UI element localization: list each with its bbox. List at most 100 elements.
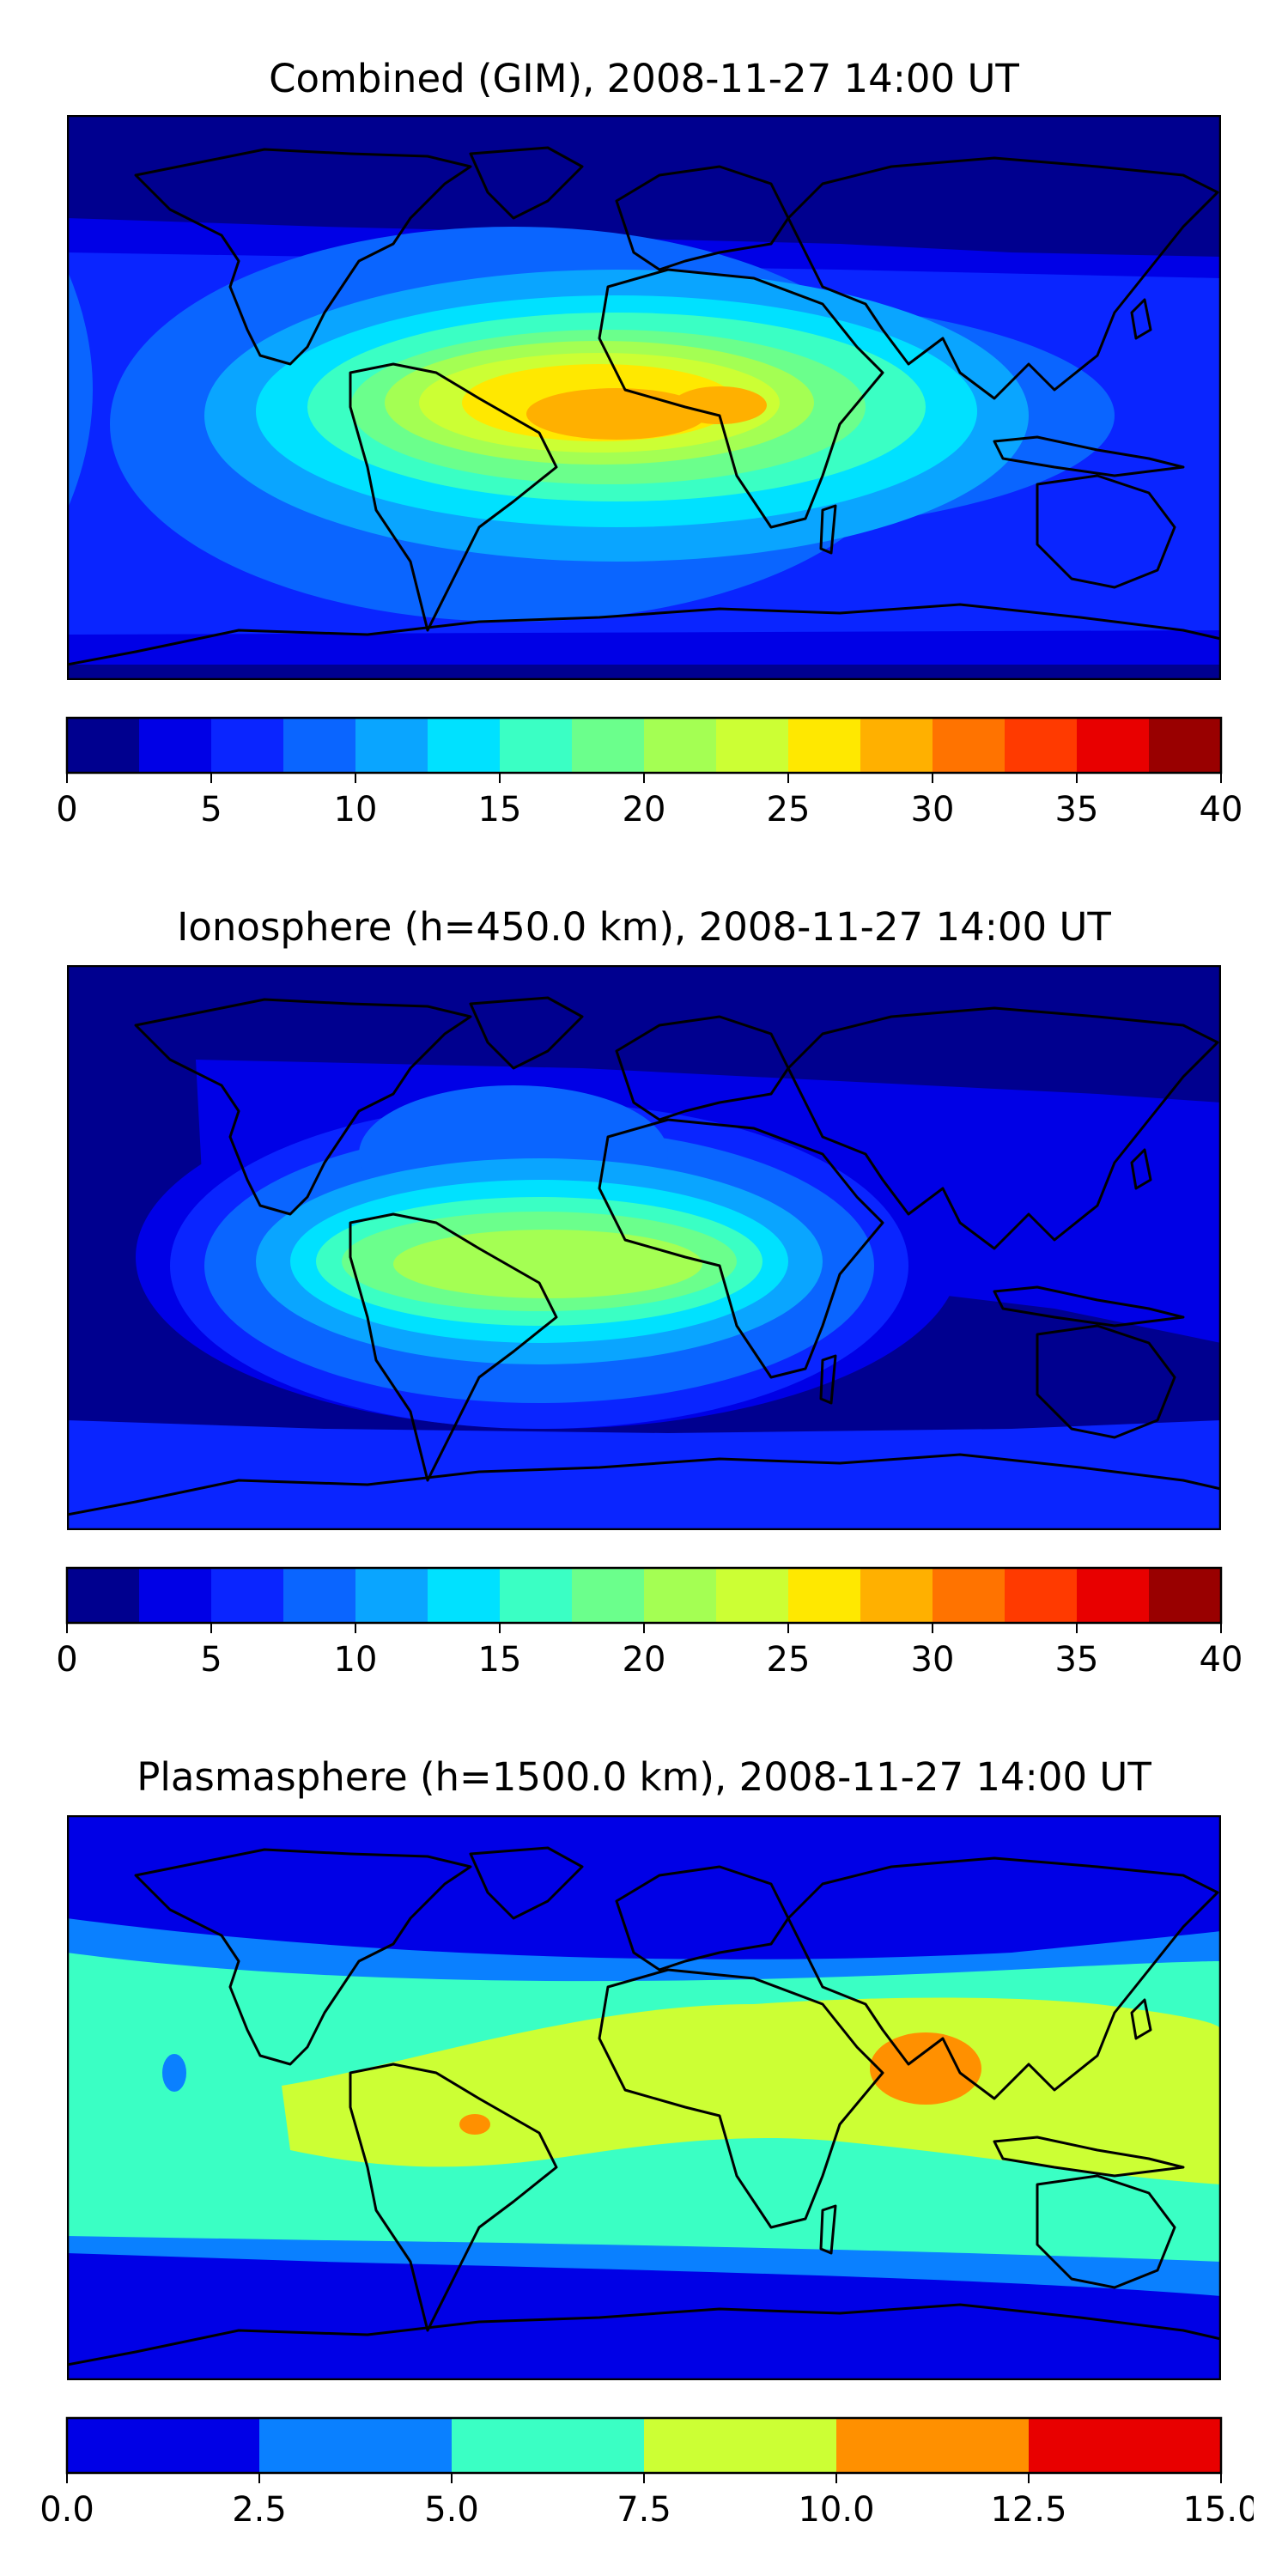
coastline (469, 146, 584, 220)
colorbar-tick-label: 5 (200, 790, 222, 829)
colorbar-segment (644, 718, 717, 773)
colorbar-tick-label: 0 (56, 1640, 77, 1680)
colorbar-segment (67, 1568, 140, 1623)
colorbar-tick-label: 10 (334, 1640, 378, 1680)
coastline (469, 996, 584, 1070)
colorbar-segment (572, 1568, 645, 1623)
contour-fill-layer (67, 965, 1221, 1530)
contour-band (870, 2032, 981, 2105)
colorbar-segment (1029, 2418, 1222, 2473)
coastline (787, 1856, 1219, 2100)
map-frame (67, 965, 1221, 1530)
contour-band (672, 386, 767, 424)
colorbar-plasmasphere: 0.0 2.5 5.0 7.5 10.0 12.5 15.0 (39, 2416, 1254, 2530)
colorbar-tick-label: 2.5 (232, 2490, 287, 2530)
colorbar-tick-label: 20 (623, 790, 666, 829)
coastline (349, 1212, 558, 1482)
colorbar-segment (644, 1568, 717, 1623)
colorbar-segment (933, 1568, 1005, 1623)
coastline (598, 1118, 884, 1379)
coastline-layer (67, 1846, 1221, 2380)
tec-map-plasmasphere (67, 1815, 1221, 2380)
coastline (469, 1846, 584, 1920)
colorbar-segment (355, 1568, 428, 1623)
colorbar-segment (1005, 1568, 1078, 1623)
colorbar-segment (788, 1568, 861, 1623)
colorbar-segment (1149, 1568, 1222, 1623)
coastline (67, 1453, 1221, 1530)
colorbar-tick-label: 35 (1055, 1640, 1099, 1680)
colorbar-segment (500, 718, 573, 773)
coastline (1130, 298, 1152, 340)
colorbar-tick-label: 20 (623, 1640, 666, 1680)
colorbar-tick-label: 0.0 (39, 2490, 94, 2530)
tec-map-combined (67, 115, 1221, 680)
colorbar-segment (67, 718, 140, 773)
coastline (1036, 2174, 1176, 2289)
colorbar-tick-label: 35 (1055, 790, 1099, 829)
colorbar-tick-label: 5 (200, 1640, 222, 1680)
colorbar-tick-label: 40 (1200, 1640, 1243, 1680)
colorbar-segment (139, 718, 212, 773)
colorbar-segment (1149, 718, 1222, 773)
colorbar-segment (67, 2418, 260, 2473)
colorbar-segment (1077, 1568, 1150, 1623)
coastline (787, 1006, 1219, 1250)
colorbar-segment (211, 718, 284, 773)
coastline (134, 1848, 472, 2066)
colorbar-segment (1005, 718, 1078, 773)
colorbar-segment (139, 1568, 212, 1623)
colorbar-segment (836, 2418, 1030, 2473)
coastline-layer (67, 146, 1221, 680)
colorbar-tick-label: 30 (911, 790, 955, 829)
colorbar-tick-label: 15.0 (1182, 2490, 1254, 2530)
colorbar-tick-label: 0 (56, 790, 77, 829)
colorbar-tick-label: 7.5 (617, 2490, 671, 2530)
contour-fill-layer (67, 1815, 1221, 2380)
colorbar-tick-label: 15 (478, 790, 522, 829)
panel-title-combined: Combined (GIM), 2008-11-27 14:00 UT (269, 56, 1019, 101)
colorbar-segment (933, 718, 1005, 773)
colorbar-segment (1077, 718, 1150, 773)
colorbar-segment (428, 718, 501, 773)
colorbar-segment (259, 2418, 453, 2473)
coastline (615, 1865, 790, 1971)
colorbar-segment (716, 718, 789, 773)
colorbar-tick-label: 15 (478, 1640, 522, 1680)
colorbar-tick-label: 10.0 (798, 2490, 874, 2530)
colorbar-tick-label: 30 (911, 1640, 955, 1680)
contour-band (282, 1997, 1221, 2184)
coastline (787, 156, 1219, 400)
colorbar-segment (428, 1568, 501, 1623)
colorbar-tick-label: 40 (1200, 790, 1243, 829)
coastline (819, 504, 837, 555)
colorbar-tick-label: 25 (767, 1640, 811, 1680)
coastline (67, 2303, 1221, 2380)
colorbar-tick-label: 25 (767, 790, 811, 829)
coastline (615, 165, 790, 271)
colorbar-segment (452, 2418, 645, 2473)
coastline (615, 1015, 790, 1121)
colorbar-combined: 0 5 10 15 20 25 30 35 40 (56, 716, 1243, 829)
coastline (134, 998, 472, 1216)
colorbar-segment (211, 1568, 284, 1623)
colorbar-segment (500, 1568, 573, 1623)
coastline (598, 268, 884, 529)
coastline (134, 148, 472, 366)
tec-map-ionosphere (67, 965, 1221, 1530)
colorbar-segment (572, 718, 645, 773)
contour-band (393, 1230, 702, 1298)
contour-band (67, 1420, 1221, 1530)
colorbar-tick-label: 10 (334, 790, 378, 829)
coastline (993, 1285, 1185, 1327)
coastline (67, 603, 1221, 680)
colorbar-tick-label: 5.0 (424, 2490, 479, 2530)
contour-fill-layer (67, 115, 1221, 680)
contour-band (162, 2054, 186, 2092)
colorbar-ionosphere: 0 5 10 15 20 25 30 35 40 (56, 1566, 1243, 1680)
coastline (819, 1354, 837, 1405)
coastline (993, 435, 1185, 477)
coastline (598, 1968, 884, 2229)
coastline (1036, 474, 1176, 589)
panel-title-ionosphere: Ionosphere (h=450.0 km), 2008-11-27 14:0… (177, 904, 1111, 950)
